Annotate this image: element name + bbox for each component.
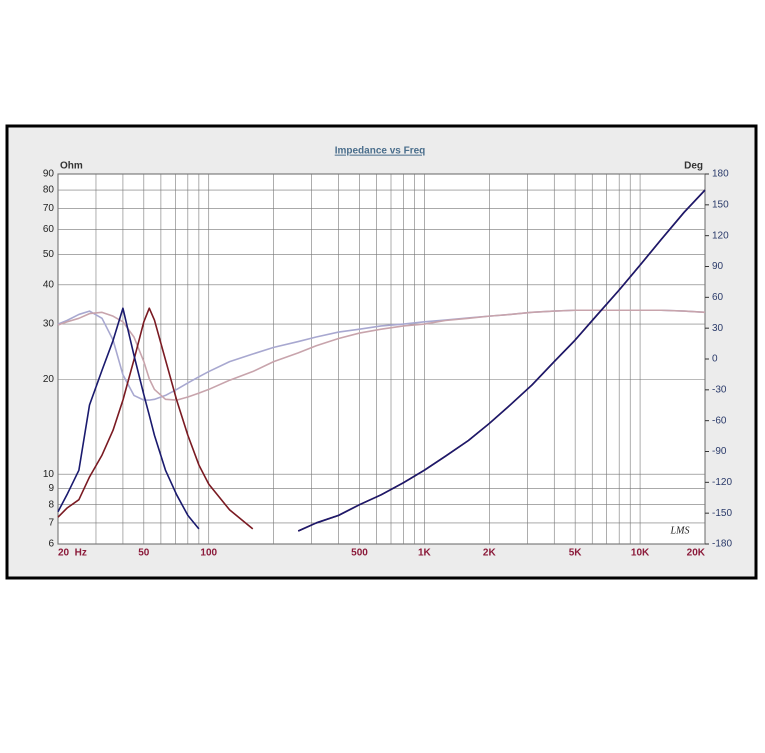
y-tick-label: 90 bbox=[43, 169, 55, 180]
x-tick-label: 500 bbox=[351, 548, 368, 559]
x-tick-label: 10K bbox=[631, 548, 650, 559]
y-tick-label: 6 bbox=[48, 539, 54, 550]
series-line bbox=[57, 189, 706, 532]
y2-tick-label: 90 bbox=[712, 261, 724, 272]
y2-tick-label: -180 bbox=[712, 539, 732, 550]
y-tick-label: 80 bbox=[43, 185, 55, 196]
y-tick-label: 9 bbox=[48, 483, 54, 494]
y2-tick-label: -120 bbox=[712, 477, 732, 488]
y-tick-label: 40 bbox=[43, 279, 55, 290]
y-tick-label: 50 bbox=[43, 249, 55, 260]
y2-tick-label: 30 bbox=[712, 323, 724, 334]
y2-tick-label: 0 bbox=[712, 354, 718, 365]
y2-tick-label: -60 bbox=[712, 415, 727, 426]
y2-tick-label: 120 bbox=[712, 230, 729, 241]
y-tick-label: 70 bbox=[43, 203, 55, 214]
y2-tick-label: 60 bbox=[712, 292, 724, 303]
x-tick-label: 5K bbox=[569, 548, 583, 559]
x-tick-label: 100 bbox=[200, 548, 217, 559]
y2-tick-label: 180 bbox=[712, 169, 729, 180]
y-tick-label: 7 bbox=[48, 518, 54, 529]
y-axis-label: Ohm bbox=[60, 161, 83, 172]
y-tick-label: 10 bbox=[43, 469, 55, 480]
y-tick-label: 30 bbox=[43, 319, 55, 330]
y2-tick-label: 150 bbox=[712, 199, 729, 210]
watermark: LMS bbox=[670, 525, 690, 536]
chart-title: Impedance vs Freq bbox=[335, 146, 426, 157]
x-tick-label: 1K bbox=[418, 548, 432, 559]
y2-axis-label: Deg bbox=[684, 161, 703, 172]
x-tick-label: 2K bbox=[483, 548, 497, 559]
x-tick-label: 20 Hz bbox=[58, 548, 87, 559]
y2-tick-label: -90 bbox=[712, 446, 727, 457]
y-tick-label: 8 bbox=[48, 499, 54, 510]
y-tick-label: 20 bbox=[43, 374, 55, 385]
y-tick-label: 60 bbox=[43, 224, 55, 235]
y2-tick-label: -150 bbox=[712, 508, 732, 519]
y2-tick-label: -30 bbox=[712, 384, 727, 395]
x-tick-label: 50 bbox=[138, 548, 150, 559]
x-tick-label: 20K bbox=[687, 548, 706, 559]
